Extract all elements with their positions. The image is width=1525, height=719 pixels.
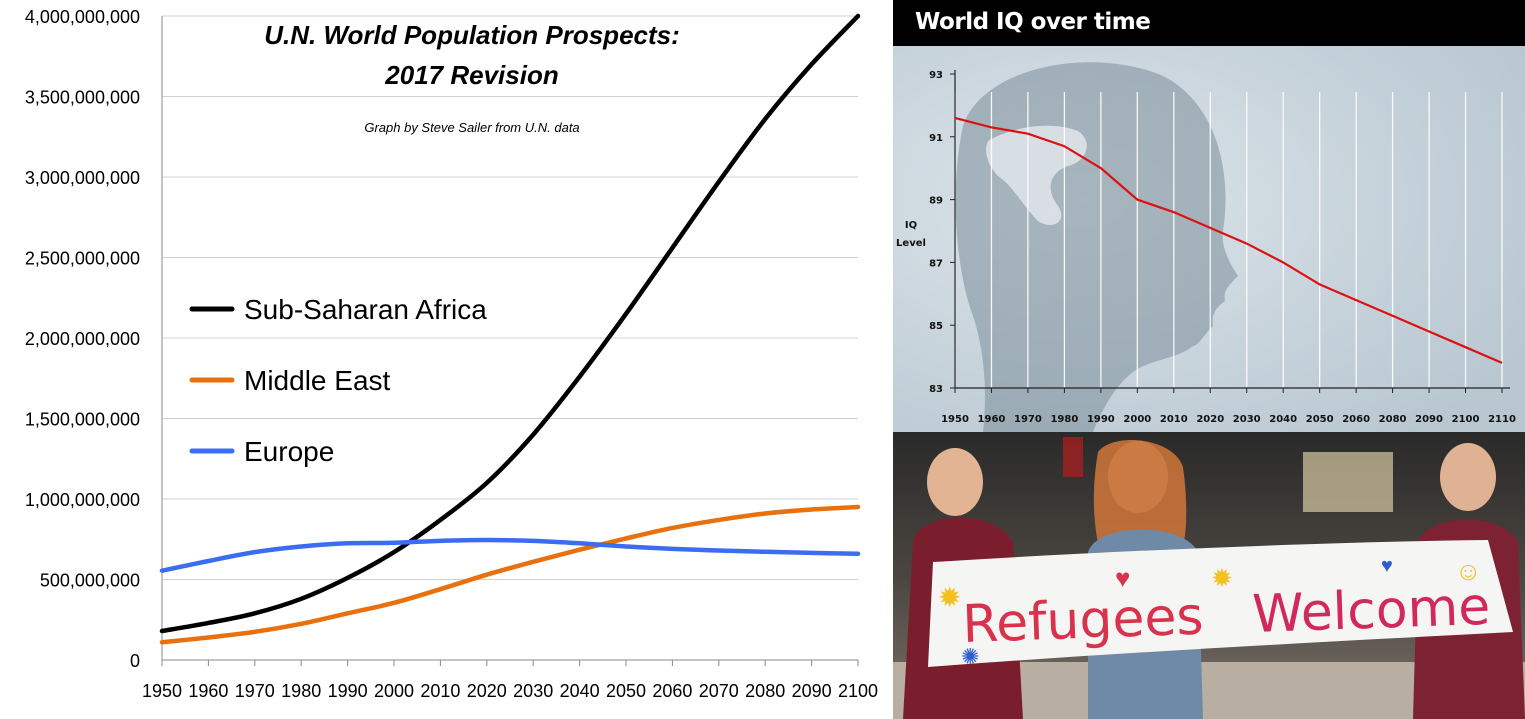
population-chart-subtitle: Graph by Steve Sailer from U.N. data	[364, 120, 579, 135]
iq-y-tick-label: 89	[929, 196, 943, 207]
pop-x-tick-label: 2010	[420, 681, 460, 701]
iq-x-tick-label: 2000	[1123, 414, 1151, 425]
pop-y-tick-label: 3,000,000,000	[25, 168, 140, 188]
series-line-africa	[159, 13, 861, 634]
iq-chart-title: World IQ over time	[893, 0, 1525, 46]
population-chart-title-line2: 2017 Revision	[384, 60, 558, 90]
iq-x-tick-label: 2100	[1452, 414, 1480, 425]
globe-continents	[986, 125, 1087, 226]
pop-y-tick-label: 2,500,000,000	[25, 249, 140, 269]
iq-series-line	[954, 116, 1503, 364]
population-chart-title-line1: U.N. World Population Prospects:	[264, 20, 680, 50]
iq-ylabel-line2: Level	[896, 238, 926, 249]
iq-x-tick-label: 2080	[1379, 414, 1407, 425]
population-chart: 0 500,000,000 1,000,000,000 1,500,000,000 2,…	[25, 7, 878, 701]
series-line-europe	[159, 537, 861, 573]
banner-text-welcome: Welcome	[1251, 577, 1491, 645]
pop-y-tick-label: 2,000,000,000	[25, 329, 140, 349]
pop-y-tick-label: 500,000,000	[40, 571, 140, 591]
pop-x-tick-label: 2040	[560, 681, 600, 701]
station-light	[1303, 452, 1393, 512]
series-line-middle-east	[159, 504, 861, 645]
legend-label-europe: Europe	[244, 436, 334, 467]
iq-chart: 93 91 89 87 85 83 1950 1960 1970 1980 1990 2000 201…	[893, 46, 1525, 432]
iq-x-tick-label: 2050	[1306, 414, 1334, 425]
pop-x-tick-label: 1990	[328, 681, 368, 701]
banner	[928, 540, 1513, 667]
iq-x-tick-label: 1990	[1087, 414, 1115, 425]
station-sign	[1063, 437, 1083, 477]
pop-x-tick-label: 1950	[142, 681, 182, 701]
pop-x-tick-label: 2030	[513, 681, 553, 701]
pop-y-tick-label: 1,500,000,000	[25, 410, 140, 430]
banner-heart-icon: ♥	[1115, 563, 1130, 593]
pop-x-tick-label: 2100	[838, 681, 878, 701]
iq-x-tick-label: 2090	[1415, 414, 1443, 425]
pop-x-tick-label: 2000	[374, 681, 414, 701]
iq-y-tick-label: 91	[929, 133, 943, 144]
iq-x-tick-label: 2020	[1196, 414, 1224, 425]
iq-x-tick-label: 2060	[1342, 414, 1370, 425]
banner-flower-icon: ✺	[961, 644, 979, 669]
pop-y-tick-label: 1,000,000,000	[25, 490, 140, 510]
legend-label-africa: Sub-Saharan Africa	[244, 294, 487, 325]
banner-smiley-icon: ☺	[1455, 556, 1482, 586]
iq-panel: World IQ over time 93 91 89 87 85 83 1950 1960…	[893, 0, 1525, 719]
pop-x-tick-label: 1980	[281, 681, 321, 701]
iq-x-tick-label: 2110	[1488, 414, 1516, 425]
pop-x-tick-label: 2090	[792, 681, 832, 701]
population-chart-legend: Sub-Saharan Africa Middle East Europe	[189, 294, 487, 467]
iq-y-tick-label: 87	[929, 258, 943, 269]
population-chart-panel: 0 500,000,000 1,000,000,000 1,500,000,000 2,…	[24, 7, 879, 701]
iq-x-tick-label: 1970	[1014, 414, 1042, 425]
iq-x-tick-label: 1960	[978, 414, 1006, 425]
banner-sun-icon: ✹	[938, 582, 961, 613]
iq-x-tick-label: 1980	[1050, 414, 1078, 425]
iq-y-tick-label: 85	[929, 321, 943, 332]
pop-y-tick-label: 3,500,000,000	[25, 88, 140, 108]
refugees-welcome-photo: Refugees Welcome ✹ ♥ ✹ ☺ ♥ ✺	[893, 432, 1525, 719]
pop-x-tick-label: 1960	[188, 681, 228, 701]
iq-x-tick-label: 2010	[1160, 414, 1188, 425]
iq-y-tick-label: 93	[929, 70, 943, 81]
banner-text-refugees: Refugees	[961, 587, 1204, 655]
pop-y-tick-label: 0	[130, 651, 140, 671]
pop-x-tick-label: 1970	[235, 681, 275, 701]
iq-y-tick-label: 83	[929, 384, 943, 395]
pop-y-tick-label: 4,000,000,000	[25, 7, 140, 27]
pop-x-tick-label: 2080	[745, 681, 785, 701]
pop-x-tick-label: 2050	[606, 681, 646, 701]
pop-x-tick-label: 2020	[467, 681, 507, 701]
legend-label-middle-east: Middle East	[244, 365, 391, 396]
iq-x-tick-label: 1950	[941, 414, 969, 425]
banner-heart-icon-blue: ♥	[1381, 555, 1393, 577]
pop-x-tick-label: 2060	[652, 681, 692, 701]
iq-ylabel-line1: IQ	[905, 220, 917, 231]
iq-x-tick-label: 2040	[1269, 414, 1297, 425]
pop-x-tick-label: 2070	[699, 681, 739, 701]
iq-x-tick-label: 2030	[1233, 414, 1261, 425]
banner-sun-icon-2: ✹	[1211, 563, 1233, 593]
